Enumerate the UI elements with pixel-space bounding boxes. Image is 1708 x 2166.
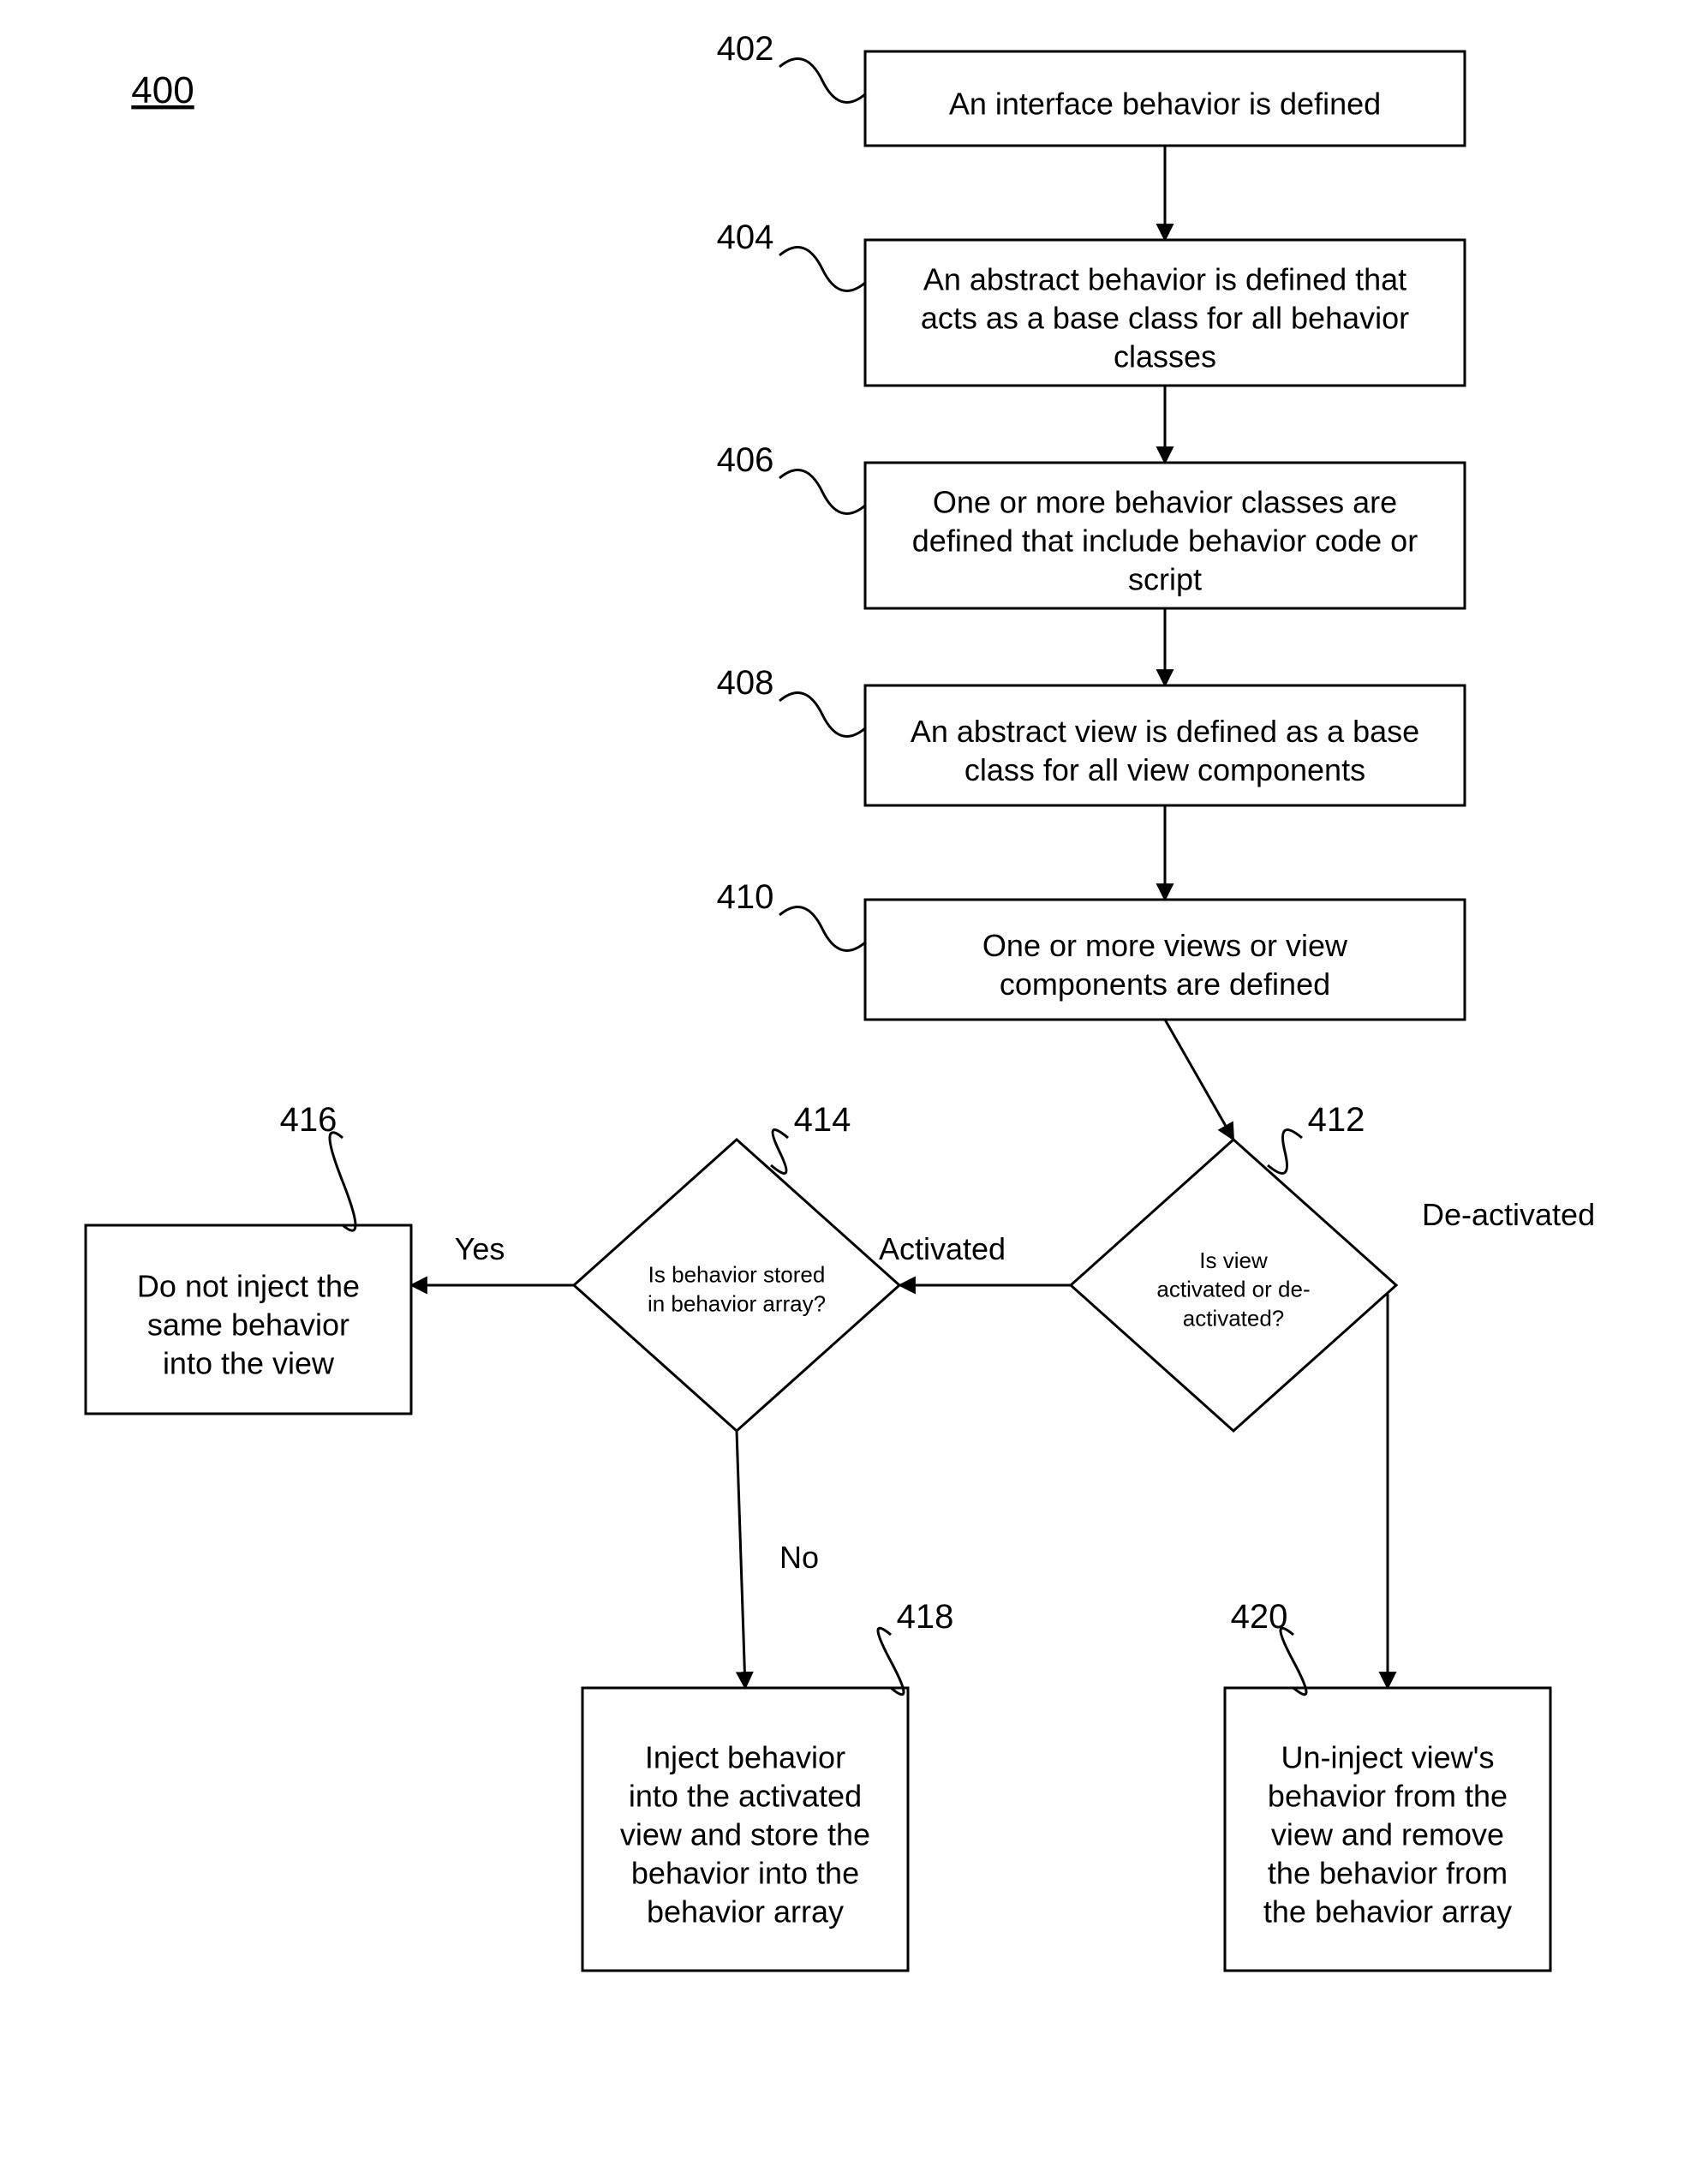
ref-414: 414 [771, 1101, 851, 1173]
ref-label-402: 402 [717, 30, 774, 68]
edge-label-d412-n420: De-activated [1422, 1197, 1595, 1232]
node-d414-line-1: in behavior array? [648, 1291, 826, 1317]
ref-label-420: 420 [1231, 1598, 1288, 1636]
ref-label-412: 412 [1308, 1101, 1365, 1139]
node-n416-line-1: same behavior [147, 1307, 349, 1343]
ref-420: 420 [1231, 1598, 1306, 1695]
node-n410-line-1: components are defined [1000, 966, 1330, 1002]
node-d412: Is view activated or de-activated? 412 [1071, 1101, 1396, 1431]
ref-412: 412 [1268, 1101, 1365, 1173]
node-n408: An abstract view is defined as a basecla… [717, 664, 1465, 805]
ref-label-406: 406 [717, 441, 774, 479]
node-n418-line-1: into the activated [629, 1779, 862, 1814]
ref-label-408: 408 [717, 664, 774, 702]
ref-416: 416 [280, 1101, 355, 1230]
node-n402-line-0: An interface behavior is defined [949, 87, 1381, 122]
node-n402: An interface behavior is defined 402 [717, 30, 1465, 146]
node-n406-line-2: script [1128, 562, 1202, 597]
node-n416: Do not inject thesame behaviorinto the v… [86, 1101, 411, 1414]
edge-n410-d412 [1165, 1020, 1233, 1140]
ref-410: 410 [717, 878, 865, 950]
ref-406: 406 [717, 441, 865, 513]
node-n408-line-1: class for all view components [964, 752, 1365, 787]
ref-label-410: 410 [717, 878, 774, 916]
edge-label-d414-n418: No [779, 1540, 819, 1575]
edge-d412-n420 [1388, 1285, 1396, 1688]
node-n418-line-3: behavior into the [631, 1856, 859, 1891]
ref-leader-408 [779, 693, 865, 737]
nodes-layer: An interface behavior is defined 402 An ab… [86, 30, 1550, 1971]
ref-leader-412 [1268, 1130, 1302, 1174]
node-n420-line-0: Un-inject view's [1281, 1740, 1495, 1775]
node-n406-line-0: One or more behavior classes are [933, 485, 1397, 520]
node-n418-line-4: behavior array [647, 1894, 844, 1930]
ref-label-404: 404 [717, 218, 774, 256]
node-n404-line-2: classes [1114, 339, 1216, 374]
node-n418: Inject behavior into the activatedview an… [582, 1598, 953, 1971]
ref-leader-414 [771, 1130, 788, 1174]
node-n418-line-0: Inject behavior [645, 1740, 845, 1775]
ref-418: 418 [878, 1598, 953, 1695]
node-n404-line-0: An abstract behavior is defined that [923, 262, 1406, 297]
node-d412-line-1: activated or de- [1156, 1277, 1310, 1302]
ref-404: 404 [717, 218, 865, 290]
node-n416-line-0: Do not inject the [137, 1269, 360, 1304]
edge-label-d414-n416: Yes [455, 1231, 505, 1266]
ref-leader-406 [779, 470, 865, 514]
ref-408: 408 [717, 664, 865, 736]
node-n410: One or more views or viewcomponents are … [717, 878, 1465, 1020]
node-n406: One or more behavior classes are defined … [717, 441, 1465, 608]
ref-leader-420 [1281, 1628, 1306, 1694]
node-n420-line-2: view and remove [1271, 1817, 1504, 1852]
node-d414-line-0: Is behavior stored [648, 1262, 826, 1288]
node-n420-line-1: behavior from the [1268, 1779, 1508, 1814]
node-n418-line-2: view and store the [620, 1817, 870, 1852]
node-n404: An abstract behavior is defined that acts… [717, 218, 1465, 386]
edge-label-d412-d414: Activated [879, 1231, 1006, 1266]
ref-leader-416 [330, 1133, 355, 1230]
node-d412-line-0: Is view [1199, 1248, 1268, 1273]
node-d414: Is behavior stored in behavior array? 414 [574, 1101, 899, 1431]
node-d412-line-2: activated? [1183, 1305, 1285, 1331]
ref-leader-404 [779, 248, 865, 291]
node-n408-line-0: An abstract view is defined as a base [911, 714, 1419, 749]
ref-label-416: 416 [280, 1101, 337, 1139]
ref-leader-402 [779, 59, 865, 103]
ref-402: 402 [717, 30, 865, 102]
edge-d414-n418 [737, 1431, 745, 1688]
ref-leader-410 [779, 907, 865, 951]
figure-ref: 400 [131, 69, 194, 111]
node-n416-line-2: into the view [163, 1346, 335, 1381]
ref-leader-418 [878, 1628, 904, 1694]
ref-label-418: 418 [897, 1598, 954, 1636]
node-n410-line-0: One or more views or view [982, 928, 1348, 963]
ref-label-414: 414 [794, 1101, 851, 1139]
node-n420-line-4: the behavior array [1263, 1894, 1512, 1930]
node-n420-line-3: the behavior from [1268, 1856, 1508, 1891]
node-n404-line-1: acts as a base class for all behavior [921, 301, 1409, 336]
node-n406-line-1: defined that include behavior code or [912, 524, 1418, 559]
